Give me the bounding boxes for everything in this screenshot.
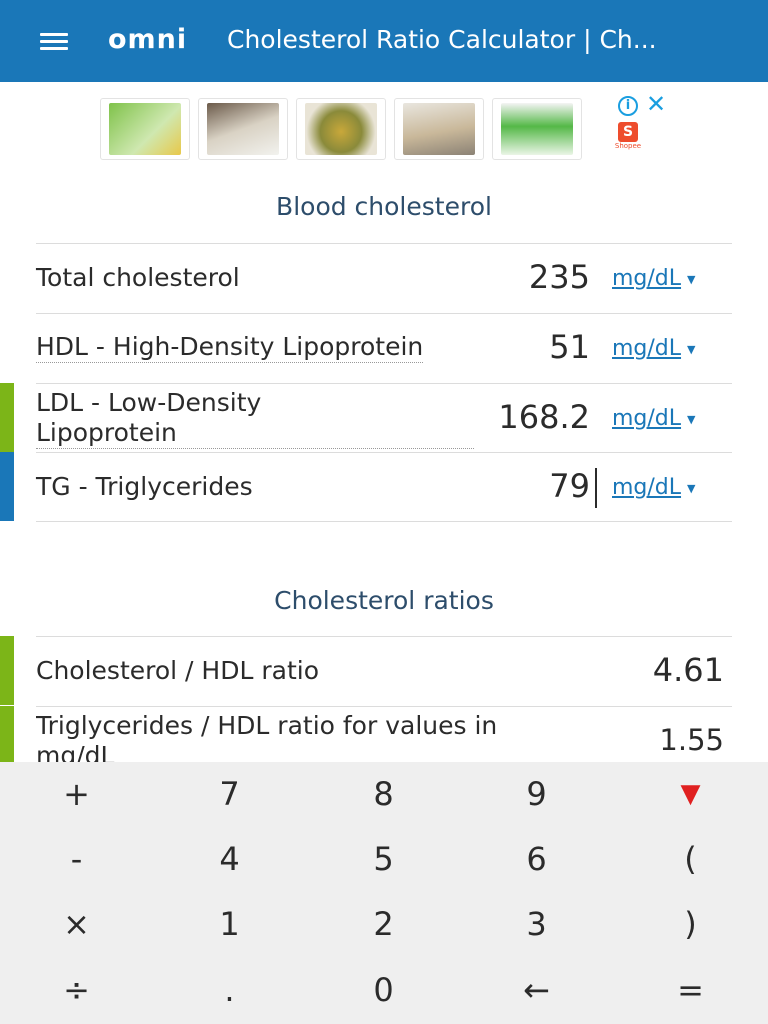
unit-label: mg/dL — [612, 475, 682, 500]
field-label-line: Lipoprotein — [36, 418, 177, 447]
key-4[interactable]: 4 — [219, 840, 240, 878]
input-row-hdl: HDL - High-Density Lipoprotein 51 mg/dL ▼ — [36, 313, 732, 383]
field-label: Triglycerides / HDL ratio for values in … — [36, 711, 497, 762]
section-title-blood-cholesterol: Blood cholesterol — [276, 192, 492, 221]
dropdown-arrow-icon: ▼ — [687, 342, 696, 356]
ad-product-image[interactable] — [492, 98, 582, 160]
hide-keyboard-icon[interactable]: ▼ — [680, 779, 701, 809]
input-row-triglycerides: TG - Triglycerides 79 mg/dL ▼ — [36, 452, 732, 522]
triglycerides-hdl-ratio-output[interactable]: 1.55 — [659, 723, 724, 757]
field-label: Total cholesterol — [36, 263, 240, 292]
field-label[interactable]: HDL - High-Density Lipoprotein — [36, 332, 424, 363]
dropdown-arrow-icon: ▼ — [687, 481, 696, 495]
result-row-cholesterol-hdl: Cholesterol / HDL ratio 4.61 — [36, 636, 732, 706]
triglycerides-input[interactable]: 79 — [549, 467, 590, 505]
unit-label: mg/dL — [612, 336, 682, 361]
status-indicator-bar — [0, 452, 14, 521]
omni-logo[interactable]: omni — [108, 24, 188, 55]
key-minus[interactable]: - — [70, 840, 83, 878]
section-title-cholesterol-ratios: Cholesterol ratios — [274, 586, 494, 615]
key-3[interactable]: 3 — [526, 905, 547, 943]
ldl-input[interactable]: 168.2 — [498, 398, 590, 436]
key-close-paren[interactable]: ) — [684, 905, 697, 943]
key-decimal[interactable]: . — [224, 971, 235, 1009]
ad-product-image[interactable] — [394, 98, 484, 160]
shopping-bag-icon: S — [618, 122, 638, 142]
key-0[interactable]: 0 — [373, 971, 394, 1009]
key-7[interactable]: 7 — [219, 775, 240, 813]
unit-label: mg/dL — [612, 266, 682, 291]
key-equals[interactable]: = — [677, 971, 704, 1009]
dropdown-arrow-icon: ▼ — [687, 272, 696, 286]
text-cursor — [595, 468, 597, 508]
result-row-triglycerides-hdl: Triglycerides / HDL ratio for values in … — [36, 706, 732, 762]
input-row-ldl: LDL - Low-Density Lipoprotein 168.2 mg/d… — [36, 383, 732, 452]
status-indicator-bar — [0, 706, 14, 762]
status-indicator-bar — [0, 636, 14, 705]
unit-selector[interactable]: mg/dL ▼ — [612, 475, 696, 500]
ad-banner[interactable]: i ✕ S Shopee — [100, 92, 670, 164]
field-label: Cholesterol / HDL ratio — [36, 656, 319, 685]
key-8[interactable]: 8 — [373, 775, 394, 813]
key-plus[interactable]: + — [63, 775, 90, 813]
key-9[interactable]: 9 — [526, 775, 547, 813]
shopee-logo[interactable]: S Shopee — [614, 122, 642, 150]
input-row-total-cholesterol: Total cholesterol 235 mg/dL ▼ — [36, 243, 732, 313]
info-icon[interactable]: i — [618, 96, 638, 116]
key-5[interactable]: 5 — [373, 840, 394, 878]
cholesterol-hdl-ratio-output[interactable]: 4.61 — [652, 651, 724, 689]
key-multiply[interactable]: × — [63, 905, 90, 943]
field-label: TG - Triglycerides — [36, 472, 253, 501]
field-label-line: mg/dL — [36, 741, 115, 762]
unit-selector[interactable]: mg/dL ▼ — [612, 336, 696, 361]
field-label-line: LDL - Low-Density — [36, 388, 262, 417]
field-label[interactable]: LDL - Low-Density Lipoprotein — [36, 388, 474, 449]
unit-selector[interactable]: mg/dL ▼ — [612, 406, 696, 431]
app-header: omni Cholesterol Ratio Calculator | Ch..… — [0, 0, 768, 82]
numeric-keypad: + 7 8 9 ▼ - 4 5 6 ( × 1 2 3 ) ÷ . 0 ← = — [0, 762, 768, 1024]
shopee-brand-label: Shopee — [614, 142, 642, 150]
hamburger-menu-icon[interactable] — [40, 33, 68, 51]
field-label-line: Triglycerides / HDL ratio for values in — [36, 711, 498, 740]
close-icon[interactable]: ✕ — [646, 90, 667, 118]
unit-selector[interactable]: mg/dL ▼ — [612, 266, 696, 291]
hdl-input[interactable]: 51 — [549, 328, 590, 366]
status-indicator-bar — [0, 383, 14, 452]
total-cholesterol-input[interactable]: 235 — [528, 258, 590, 296]
key-2[interactable]: 2 — [373, 905, 394, 943]
key-6[interactable]: 6 — [526, 840, 547, 878]
page-title: Cholesterol Ratio Calculator | Ch... — [227, 25, 657, 54]
backspace-icon[interactable]: ← — [523, 971, 550, 1009]
key-open-paren[interactable]: ( — [684, 840, 697, 878]
key-1[interactable]: 1 — [219, 905, 240, 943]
ad-product-image[interactable] — [296, 98, 386, 160]
ad-product-image[interactable] — [198, 98, 288, 160]
unit-label: mg/dL — [612, 406, 682, 431]
dropdown-arrow-icon: ▼ — [687, 412, 696, 426]
key-divide[interactable]: ÷ — [63, 971, 90, 1009]
ad-product-image[interactable] — [100, 98, 190, 160]
